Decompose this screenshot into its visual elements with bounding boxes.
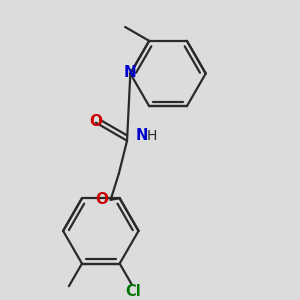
Text: N: N <box>136 128 148 143</box>
Text: O: O <box>95 192 108 207</box>
Text: O: O <box>89 114 102 129</box>
Text: H: H <box>147 129 158 143</box>
Text: N: N <box>124 65 137 80</box>
Text: Cl: Cl <box>126 284 142 299</box>
